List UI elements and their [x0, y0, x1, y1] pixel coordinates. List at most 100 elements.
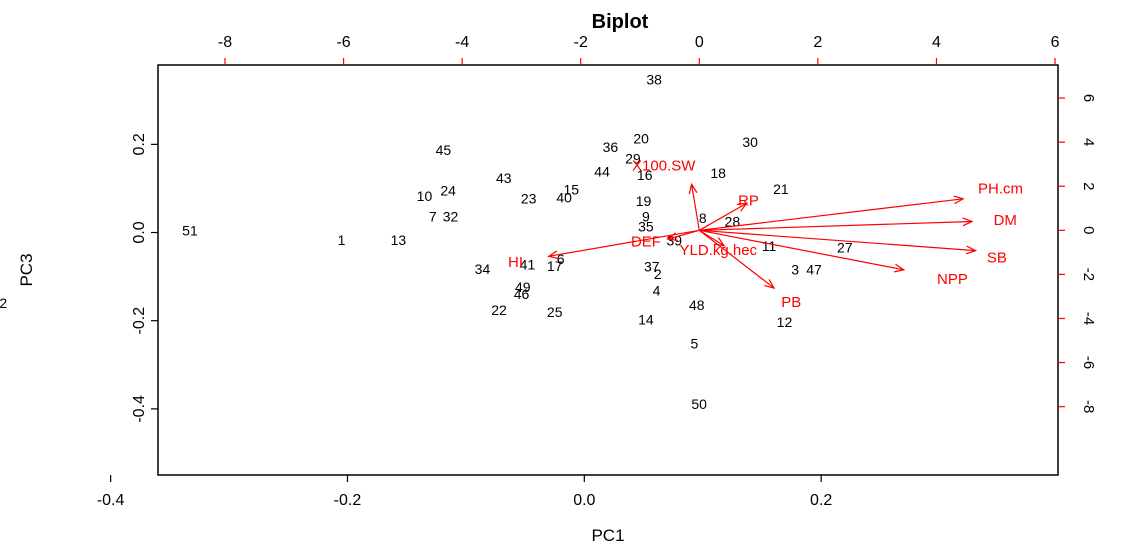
- top-tick-label: -6: [336, 34, 350, 51]
- point-label: 18: [710, 165, 726, 181]
- point-label: 14: [638, 311, 654, 327]
- point-label: 25: [547, 304, 563, 320]
- point-label: 11: [762, 238, 777, 254]
- point-label: 2: [654, 266, 662, 282]
- point-label: 9: [642, 209, 650, 225]
- x-axis-label: PC1: [591, 526, 624, 545]
- vector-label: YLD.kg.hec: [680, 242, 758, 259]
- vector-arrowhead: [666, 232, 678, 241]
- y-tick-label: -0.2: [131, 307, 148, 335]
- top-tick-label: 2: [813, 34, 822, 51]
- point-label: 16: [637, 167, 653, 183]
- point-label: 10: [417, 188, 433, 204]
- vector-line: [699, 229, 976, 252]
- vector-line: [699, 229, 904, 271]
- vector-line: [699, 202, 748, 231]
- point-label: 3: [791, 262, 799, 278]
- vector-arrowhead: [764, 279, 776, 290]
- vector-arrowhead: [736, 202, 749, 212]
- y-tick-label: 0.2: [131, 133, 148, 155]
- vector-label: SB: [987, 250, 1007, 267]
- point-label: 52: [0, 295, 7, 311]
- point-label: 21: [773, 181, 789, 197]
- point-label: 13: [391, 232, 407, 248]
- vector-arrowhead: [953, 195, 965, 205]
- x-tick-label: -0.4: [97, 492, 125, 509]
- vector-arrowhead: [714, 237, 726, 247]
- point-label: 15: [564, 181, 580, 197]
- x-tick-label: -0.2: [334, 492, 362, 509]
- point-label: 50: [691, 396, 707, 412]
- right-tick-label: -2: [1080, 268, 1097, 281]
- top-tick-label: -2: [574, 34, 588, 51]
- vector-label: HI: [508, 254, 523, 271]
- y-tick-label: -0.4: [131, 395, 148, 423]
- point-label: 17: [547, 258, 563, 274]
- vector-arrowhead: [893, 263, 906, 273]
- point-label: 35: [638, 218, 654, 234]
- vector-label: X100.SW: [632, 157, 696, 174]
- vector-arrowhead: [547, 250, 559, 260]
- point-label: 19: [636, 193, 652, 209]
- point-label: 34: [475, 261, 491, 277]
- top-tick-label: 4: [932, 34, 941, 51]
- right-tick-label: 6: [1080, 94, 1097, 102]
- vector-label: PB: [781, 294, 801, 311]
- point-label: 24: [440, 183, 456, 199]
- point-label: 23: [521, 191, 537, 207]
- point-label: 6: [557, 251, 565, 267]
- vector-line: [667, 229, 700, 240]
- vector-line: [699, 220, 973, 231]
- point-label: 29: [625, 150, 641, 166]
- right-tick-label: 0: [1080, 226, 1097, 234]
- plot-area-frame: [157, 64, 1059, 476]
- point-label: 43: [496, 170, 512, 186]
- point-label: 40: [556, 189, 572, 205]
- top-tick-label: 0: [695, 34, 704, 51]
- vector-label: DEF: [631, 233, 661, 250]
- point-label: 41: [520, 256, 536, 272]
- vector-arrowhead: [965, 245, 978, 255]
- point-label: 44: [594, 164, 610, 180]
- y-axis-label: PC3: [17, 253, 36, 286]
- right-tick-label: -6: [1080, 356, 1097, 369]
- right-tick-label: -8: [1080, 400, 1097, 413]
- point-label: 49: [515, 279, 531, 295]
- vector-label: RP: [738, 193, 759, 210]
- point-label: 7: [429, 209, 437, 225]
- point-label: 51: [182, 222, 198, 238]
- point-label: 46: [514, 286, 530, 302]
- point-label: 38: [646, 72, 662, 88]
- point-label: 27: [837, 240, 853, 256]
- point-label: 22: [491, 302, 507, 318]
- right-tick-label: 4: [1080, 138, 1097, 146]
- point-label: 1: [338, 232, 346, 248]
- y-tick-label: 0.0: [131, 221, 148, 243]
- point-label: 12: [777, 314, 793, 330]
- chart-title: Biplot: [592, 11, 649, 33]
- vector-label: NPP: [937, 271, 968, 288]
- top-tick-label: -8: [218, 34, 232, 51]
- point-label: 8: [699, 210, 707, 226]
- point-label: 48: [689, 297, 705, 313]
- vector-label: DM: [994, 212, 1017, 229]
- point-label: 36: [603, 139, 619, 155]
- point-label: 30: [742, 134, 758, 150]
- right-tick-label: 2: [1080, 182, 1097, 190]
- point-label: 37: [644, 258, 660, 274]
- point-label: 32: [443, 209, 459, 225]
- right-tick-label: -4: [1080, 312, 1097, 325]
- vector-label: PH.cm: [978, 180, 1023, 197]
- top-tick-label: 6: [1051, 34, 1060, 51]
- vector-line: [698, 229, 775, 289]
- vector-arrowhead: [688, 182, 698, 195]
- x-tick-label: 0.2: [810, 492, 832, 509]
- top-tick-label: -4: [455, 34, 469, 51]
- x-tick-label: 0.0: [573, 492, 595, 509]
- point-label: 20: [633, 131, 649, 147]
- point-label: 47: [806, 262, 822, 278]
- point-label: 5: [691, 336, 699, 352]
- point-label: 45: [436, 142, 452, 158]
- vector-line: [691, 184, 700, 231]
